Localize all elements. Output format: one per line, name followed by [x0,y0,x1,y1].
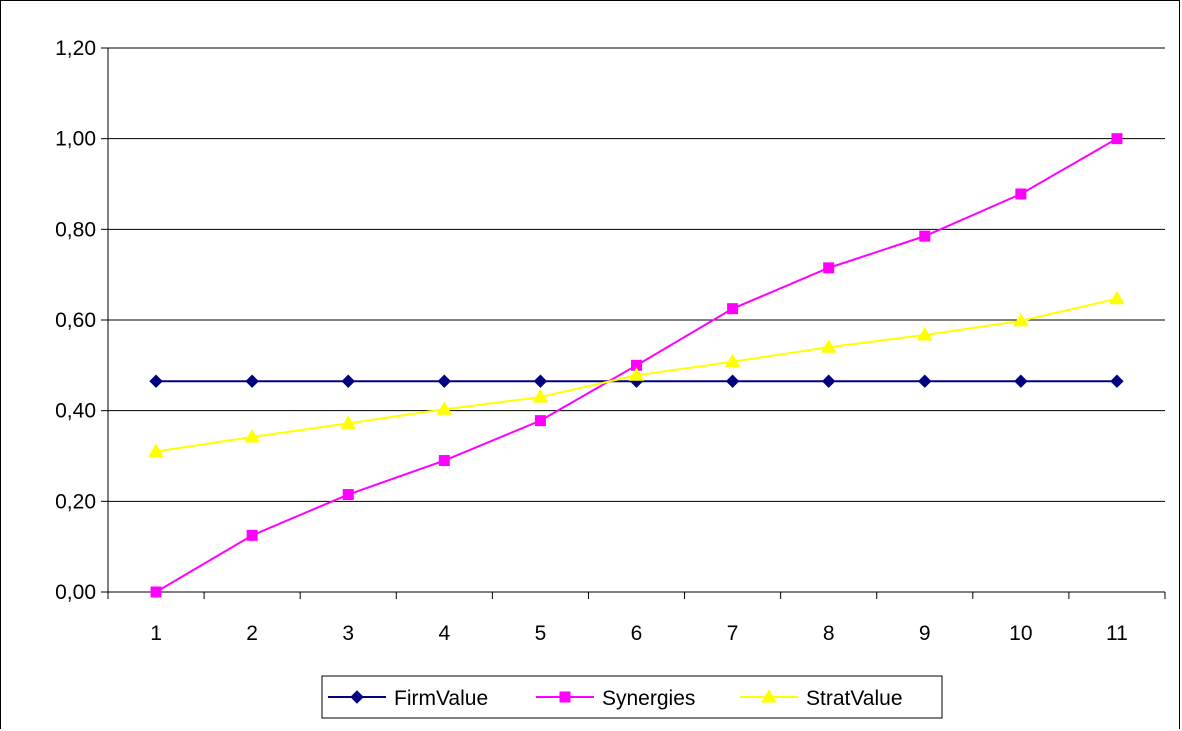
y-tick-label: 1,20 [55,37,96,60]
legend-box [321,675,943,719]
legend-label: FirmValue [394,687,488,710]
series-layer [148,133,1125,598]
data-point [821,374,836,388]
legend-marker [761,689,777,703]
legend-label: StratValue [806,687,903,710]
x-tick-label: 8 [823,622,835,645]
data-point [244,428,261,443]
data-point [1111,133,1123,145]
data-point [823,262,835,274]
legend-item: StratValue [740,687,903,710]
x-tick-label: 11 [1106,622,1128,645]
x-tick-label: 4 [438,622,450,645]
data-point [1015,188,1027,200]
y-tick-label: 0,40 [55,400,96,423]
data-point [341,374,355,388]
y-tick-label: 0,80 [55,218,96,241]
x-tick-label: 7 [727,622,739,645]
data-point [246,529,258,541]
data-point [1012,312,1029,327]
y-tick-label: 0,20 [55,490,96,513]
data-point [628,367,645,381]
x-tick-label: 6 [631,622,643,645]
x-tick-label: 5 [535,622,547,645]
data-point [342,489,354,501]
data-point [245,374,259,388]
data-point [1110,374,1124,388]
data-point [918,374,932,388]
series-stratvalue [148,290,1125,457]
legend-marker [350,690,364,704]
data-point [148,443,164,457]
legend: FirmValue Synergies StratValue [321,675,943,719]
data-point [1014,374,1028,388]
x-tick-label: 1 [150,622,162,645]
data-point [725,374,740,388]
gridlines [108,47,1165,502]
data-point [533,374,548,388]
data-point [534,415,546,427]
x-tick-label: 10 [1009,622,1032,645]
data-point [1109,290,1125,305]
legend-item: Synergies [536,687,695,710]
data-point [149,374,163,388]
data-point [340,415,357,429]
legend-marker [559,691,571,703]
data-point [820,339,837,353]
x-tick-label: 9 [919,622,931,645]
data-point [724,353,741,368]
x-tick-label: 3 [342,622,354,645]
y-tick-label: 0,00 [55,581,96,604]
data-point [919,230,931,242]
y-tick-label: 1,00 [55,128,96,151]
x-tick-label: 2 [246,622,258,645]
data-point [532,389,549,403]
data-point [438,455,450,467]
data-point [150,586,162,598]
data-point [436,401,453,415]
data-point [727,303,739,315]
data-point [916,326,933,341]
legend-item: FirmValue [328,687,488,710]
axes: 0,00 0,20 0,40 0,60 0,80 1,00 1,20 1 2 3 4 5 6 7 8 9 10 1… [55,37,1166,645]
series-firmvalue [149,374,1124,388]
data-point [437,374,452,388]
y-tick-label: 0,60 [55,309,96,332]
series-synergies [150,133,1123,598]
legend-label: Synergies [602,687,695,710]
